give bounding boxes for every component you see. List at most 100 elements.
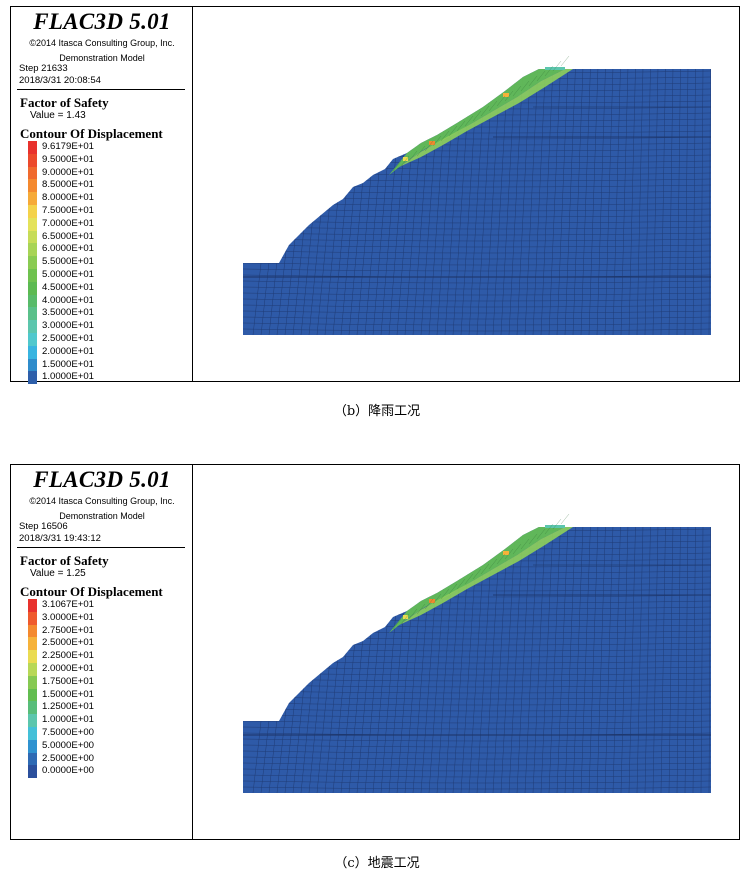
scale-swatch bbox=[28, 599, 37, 612]
scale-label: 4.5000E+01 bbox=[42, 281, 95, 293]
scale-label: 2.0000E+01 bbox=[42, 345, 95, 357]
scale-swatch bbox=[28, 371, 37, 385]
scale-swatch bbox=[28, 268, 37, 282]
hotspot-marker bbox=[429, 599, 435, 603]
scale-swatch bbox=[28, 662, 37, 676]
scale-swatch bbox=[28, 358, 37, 372]
scale-label: 2.5000E+01 bbox=[42, 332, 95, 344]
slip-zone-inner bbox=[399, 69, 573, 167]
factor-of-safety-label: Factor of Safety bbox=[20, 95, 109, 110]
scale-label: 1.5000E+01 bbox=[42, 358, 95, 370]
scale-label: 1.0000E+01 bbox=[42, 714, 95, 726]
scale-label: 8.5000E+01 bbox=[42, 179, 95, 191]
scale-swatch bbox=[28, 611, 37, 625]
slip-zone-inner bbox=[399, 527, 573, 625]
scale-label: 2.5000E+01 bbox=[42, 637, 95, 649]
scale-swatch bbox=[28, 650, 37, 663]
scale-swatch bbox=[28, 714, 37, 727]
model-name: Demonstration Model bbox=[59, 511, 145, 521]
scale-label: 3.0000E+01 bbox=[42, 611, 95, 623]
scale-label: 2.0000E+01 bbox=[42, 662, 95, 674]
scale-swatch bbox=[28, 726, 37, 740]
scale-label: 2.2500E+01 bbox=[42, 650, 95, 662]
hotspot-marker bbox=[429, 141, 435, 145]
scale-swatch bbox=[28, 192, 37, 205]
legend-divider bbox=[17, 89, 185, 90]
hotspot-marker bbox=[403, 157, 408, 161]
scale-label: 7.5000E+01 bbox=[42, 204, 95, 216]
scale-swatch bbox=[28, 332, 37, 346]
contour-title: Contour Of Displacement bbox=[20, 126, 163, 141]
scale-label: 6.0000E+01 bbox=[42, 243, 95, 255]
scale-label: 1.2500E+01 bbox=[42, 701, 95, 713]
legend-panel: FLAC3D 5.01 ©2014 Itasca Consulting Grou… bbox=[11, 7, 193, 385]
scale-swatch bbox=[28, 624, 37, 638]
scale-swatch bbox=[28, 153, 37, 167]
step-count: Step 21633 bbox=[19, 63, 68, 74]
scale-label: 5.5000E+01 bbox=[42, 256, 95, 268]
scale-label: 8.0000E+01 bbox=[42, 192, 95, 204]
slope-mesh bbox=[243, 55, 711, 335]
scale-swatch bbox=[28, 256, 37, 269]
slope-mesh bbox=[243, 513, 711, 793]
factor-of-safety-value: Value = 1.43 bbox=[30, 110, 86, 121]
scale-label: 6.5000E+01 bbox=[42, 230, 95, 242]
scale-label: 2.5000E+00 bbox=[42, 752, 95, 764]
scale-swatch bbox=[28, 166, 37, 180]
scale-label: 1.5000E+01 bbox=[42, 688, 95, 700]
scale-swatch bbox=[28, 688, 37, 702]
scale-label: 3.1067E+01 bbox=[42, 599, 95, 610]
hotspot-marker bbox=[403, 615, 408, 619]
scale-label: 5.0000E+00 bbox=[42, 739, 95, 751]
scale-swatch bbox=[28, 307, 37, 321]
scale-swatch bbox=[28, 752, 37, 766]
figure-caption-c: （c）地震工况 bbox=[334, 856, 420, 871]
scale-swatch bbox=[28, 637, 37, 651]
scale-swatch bbox=[28, 141, 37, 154]
model-name: Demonstration Model bbox=[59, 53, 145, 63]
displacement-contour-plot bbox=[193, 7, 739, 381]
figure-caption-b: （b）降雨工况 bbox=[333, 404, 421, 419]
scale-label: 7.0000E+01 bbox=[42, 217, 95, 229]
hotspot-marker bbox=[503, 93, 509, 97]
scale-swatch bbox=[28, 765, 37, 779]
copyright-text: ©2014 Itasca Consulting Group, Inc. bbox=[29, 496, 175, 506]
scale-label: 9.5000E+01 bbox=[42, 153, 95, 165]
contour-title: Contour Of Displacement bbox=[20, 584, 163, 599]
factor-of-safety-value: Value = 1.25 bbox=[30, 568, 86, 579]
factor-of-safety-label: Factor of Safety bbox=[20, 553, 109, 568]
scale-label: 1.0000E+01 bbox=[42, 371, 95, 383]
scale-label: 0.0000E+00 bbox=[42, 765, 95, 777]
scale-swatch bbox=[28, 320, 37, 333]
timestamp: 2018/3/31 20:08:54 bbox=[19, 75, 101, 86]
software-title: FLAC3D 5.01 bbox=[33, 467, 171, 492]
scale-label: 5.0000E+01 bbox=[42, 268, 95, 280]
scale-label: 2.7500E+01 bbox=[42, 624, 95, 636]
scale-swatch bbox=[28, 230, 37, 244]
software-title: FLAC3D 5.01 bbox=[33, 9, 171, 34]
flac3d-figure-rainfall: FLAC3D 5.01 ©2014 Itasca Consulting Grou… bbox=[10, 6, 740, 385]
step-count: Step 16506 bbox=[19, 521, 68, 532]
scale-label: 1.7500E+01 bbox=[42, 675, 95, 687]
scale-swatch bbox=[28, 204, 37, 218]
flac3d-figure-earthquake: FLAC3D 5.01 ©2014 Itasca Consulting Grou… bbox=[10, 464, 740, 840]
scale-swatch bbox=[28, 281, 37, 295]
scale-label: 4.0000E+01 bbox=[42, 294, 95, 306]
scale-label: 3.0000E+01 bbox=[42, 320, 95, 332]
scale-label: 9.6179E+01 bbox=[42, 141, 95, 152]
hotspot-marker bbox=[503, 551, 509, 555]
scale-swatch bbox=[28, 179, 37, 193]
scale-label: 7.5000E+00 bbox=[42, 726, 95, 738]
legend-divider bbox=[17, 547, 185, 548]
scale-swatch bbox=[28, 345, 37, 359]
timestamp: 2018/3/31 19:43:12 bbox=[19, 533, 101, 544]
scale-swatch bbox=[28, 294, 37, 308]
scale-swatch bbox=[28, 739, 37, 753]
scale-label: 9.0000E+01 bbox=[42, 166, 95, 178]
scale-swatch bbox=[28, 675, 37, 689]
legend-panel: FLAC3D 5.01 ©2014 Itasca Consulting Grou… bbox=[11, 465, 193, 839]
displacement-contour-plot bbox=[193, 465, 739, 839]
scale-label: 3.5000E+01 bbox=[42, 307, 95, 319]
scale-swatch bbox=[28, 243, 37, 257]
scale-swatch bbox=[28, 701, 37, 715]
